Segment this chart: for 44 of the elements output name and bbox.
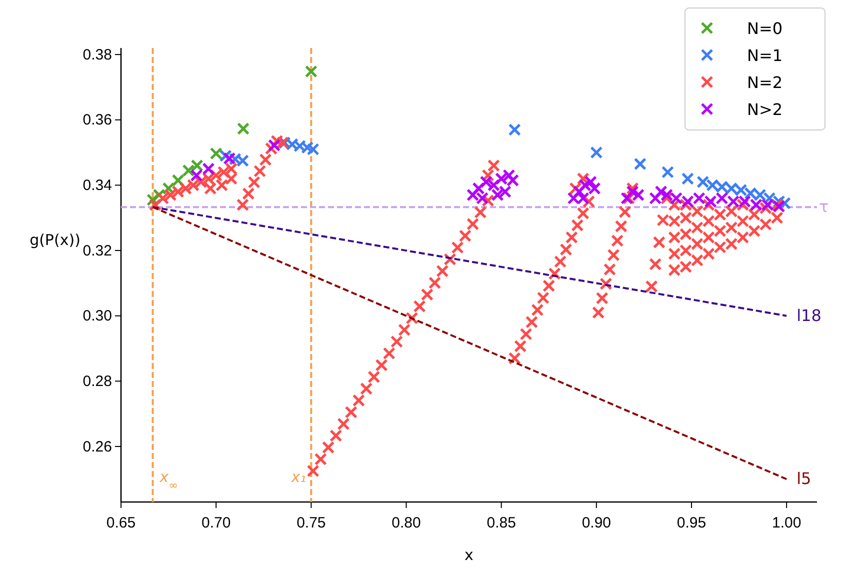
series-label: l18 — [796, 306, 822, 325]
legend-label: N=1 — [747, 46, 783, 65]
point — [626, 185, 639, 198]
x-tick-label: 0.90 — [582, 514, 612, 532]
legend-label: N>2 — [747, 100, 783, 119]
point — [572, 185, 586, 198]
point — [190, 169, 203, 182]
x-tick-label: 0.75 — [296, 514, 326, 532]
point — [202, 162, 215, 176]
ref-line-label: x₁ — [290, 468, 306, 486]
point — [634, 158, 646, 170]
x-tick-label: 0.65 — [106, 514, 136, 532]
x-tick-label: 0.70 — [201, 514, 231, 532]
point — [661, 166, 674, 178]
y-tick-label: 0.26 — [82, 438, 112, 456]
y-tick-label: 0.28 — [82, 372, 112, 390]
ref-line-label: x$_{∞}$ — [158, 468, 178, 492]
y-tick-label: 0.36 — [82, 112, 112, 129]
point — [654, 185, 668, 198]
x-tick-label: 0.95 — [676, 514, 706, 532]
point — [210, 147, 222, 160]
point — [508, 123, 521, 136]
y-axis-title: g(P(x)) — [30, 231, 80, 249]
x-tick-label: 0.85 — [486, 514, 516, 532]
point — [223, 152, 236, 165]
point — [590, 146, 603, 159]
y-tick-label: 0.34 — [82, 176, 112, 194]
point — [304, 65, 318, 78]
legend-label: N=0 — [747, 19, 783, 38]
point — [236, 122, 250, 135]
y-tick-label: 0.32 — [82, 242, 112, 260]
y-tick-label: 0.30 — [82, 308, 112, 325]
x-tick-label: 0.80 — [392, 514, 421, 532]
legend-label: N=2 — [747, 73, 783, 92]
x-axis-title: x — [464, 546, 474, 564]
y-tick-label: 0.38 — [82, 46, 112, 64]
point — [268, 139, 281, 152]
ref-line-label: τ — [819, 197, 829, 216]
x-tick-label: 1.00 — [772, 514, 802, 532]
point — [472, 182, 485, 195]
point — [584, 176, 598, 188]
point — [681, 172, 694, 185]
point — [182, 164, 195, 177]
series-label: l5 — [796, 469, 812, 488]
